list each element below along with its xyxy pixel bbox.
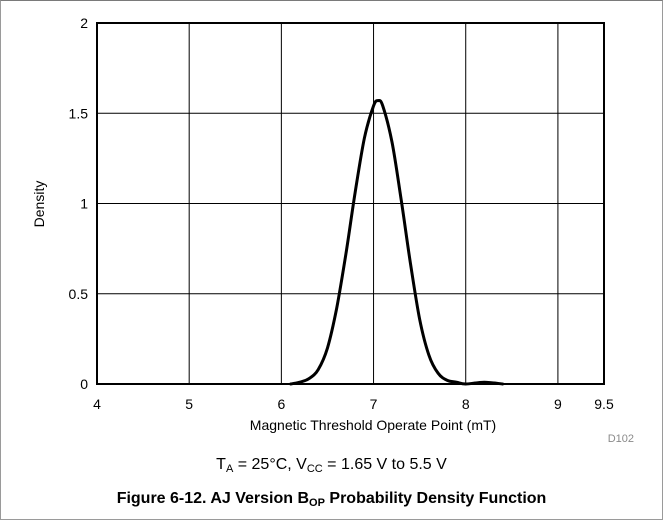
x-tick-label-3: 7 bbox=[370, 396, 378, 412]
ta-subscript: A bbox=[225, 463, 234, 475]
plot-border bbox=[96, 22, 605, 385]
y-axis-tick-labels: 0 0.5 1 1.5 2 bbox=[69, 15, 89, 392]
caption-prefix: Figure 6-12. AJ Version B bbox=[116, 490, 310, 507]
y-tick-label-0: 0 bbox=[80, 376, 88, 392]
vcc-value: = 1.65 V to 5.5 V bbox=[322, 456, 447, 473]
ta-value: = 25°C, bbox=[233, 456, 297, 473]
y-axis-label: Density bbox=[31, 181, 47, 228]
ta-symbol: T bbox=[216, 456, 226, 473]
grid-lines bbox=[97, 23, 604, 384]
x-tick-label-4: 8 bbox=[462, 396, 470, 412]
caption-subscript: OP bbox=[309, 497, 325, 509]
y-tick-label-2: 1 bbox=[80, 196, 88, 212]
y-tick-label-3: 1.5 bbox=[69, 105, 89, 121]
y-tick-label-1: 0.5 bbox=[69, 286, 89, 302]
x-tick-label-0: 4 bbox=[93, 396, 101, 412]
vcc-symbol: V bbox=[296, 456, 307, 473]
y-tick-label-4: 2 bbox=[80, 15, 88, 31]
figure-caption: Figure 6-12. AJ Version BOP Probability … bbox=[0, 490, 663, 509]
series-layer bbox=[289, 98, 505, 386]
plot-area-border bbox=[96, 22, 605, 385]
x-axis-label: Magnetic Threshold Operate Point (mT) bbox=[250, 417, 496, 433]
x-axis-tick-labels: 4 5 6 7 8 9 9.5 bbox=[93, 396, 614, 412]
caption-suffix: Probability Density Function bbox=[324, 490, 547, 507]
x-tick-label-5: 9 bbox=[554, 396, 562, 412]
density-curve-0 bbox=[289, 98, 505, 386]
x-tick-label-2: 6 bbox=[277, 396, 285, 412]
vcc-subscript: CC bbox=[306, 463, 323, 475]
x-tick-label-1: 5 bbox=[185, 396, 193, 412]
chart-code-label: D102 bbox=[608, 433, 634, 445]
density-chart: 4 5 6 7 8 9 9.5 0 0.5 1 1.5 2 Magnetic Threshold O… bbox=[31, 15, 634, 445]
x-tick-label-6: 9.5 bbox=[594, 396, 614, 412]
test-conditions: TA = 25°C, VCC = 1.65 V to 5.5 V bbox=[0, 456, 663, 475]
